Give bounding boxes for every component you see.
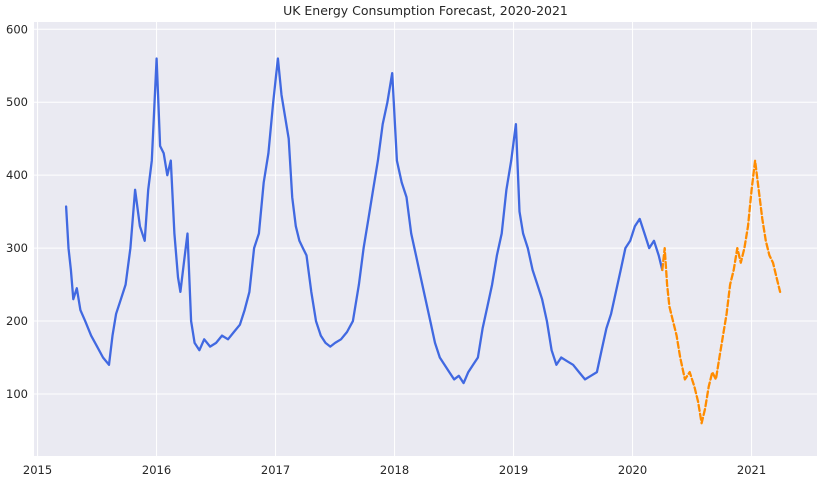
grid-lines	[34, 22, 817, 456]
y-tick-label: 400	[6, 168, 28, 182]
y-tick-label: 300	[6, 241, 28, 255]
x-tick-label: 2017	[261, 463, 290, 477]
plot-area	[34, 22, 817, 456]
y-tick-label: 600	[6, 22, 28, 36]
x-tick-label: 2019	[499, 463, 528, 477]
x-tick-label: 2018	[380, 463, 409, 477]
y-tick-label: 100	[6, 387, 28, 401]
y-tick-label: 500	[6, 95, 28, 109]
x-tick-label: 2020	[618, 463, 647, 477]
x-tick-label: 2021	[737, 463, 766, 477]
series-layer	[64, 57, 782, 425]
chart-title: UK Energy Consumption Forecast, 2020-202…	[283, 3, 568, 18]
forecast-series-line	[661, 159, 782, 425]
x-tick-label: 2016	[142, 463, 171, 477]
historical-series-line	[64, 57, 664, 385]
tick-labels: 100 200 300 400 500 600 2015 2016 2017 2018 2019 20…	[6, 22, 766, 477]
x-tick-label: 2015	[23, 463, 52, 477]
y-tick-label: 200	[6, 314, 28, 328]
